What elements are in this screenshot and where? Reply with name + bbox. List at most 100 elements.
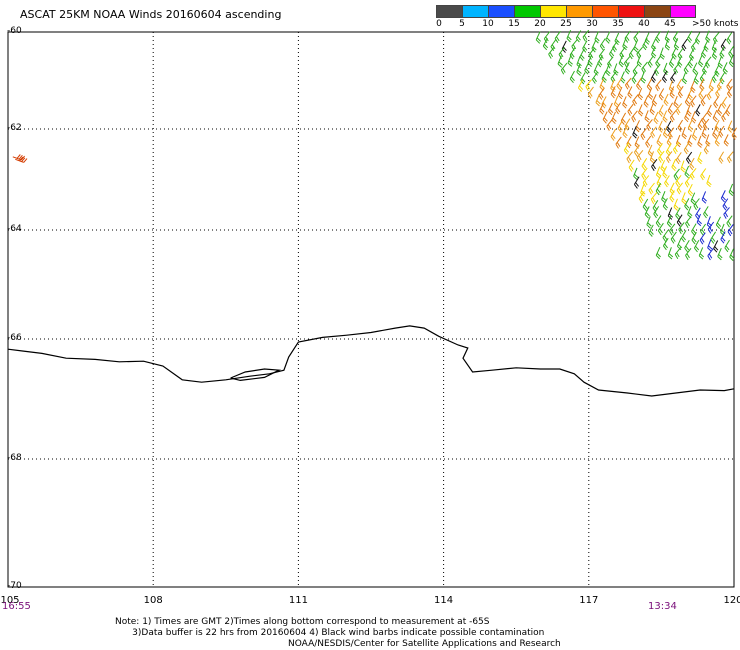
longitude-label: 111 <box>288 595 308 606</box>
wind-barb <box>554 30 561 43</box>
wind-barb <box>636 54 642 68</box>
wind-barb <box>651 159 658 171</box>
wind-barb <box>12 154 25 161</box>
wind-barb <box>594 31 600 44</box>
wind-barb <box>631 110 638 123</box>
wind-barb <box>662 198 668 211</box>
map-frame <box>7 31 735 588</box>
wind-barb <box>616 77 623 90</box>
wind-barb <box>601 70 607 83</box>
wind-barb <box>641 158 648 171</box>
wind-barb <box>686 104 692 117</box>
wind-barb <box>716 103 723 116</box>
wind-barb <box>602 111 608 124</box>
wind-barb <box>624 62 631 75</box>
longitude-label: 117 <box>579 595 599 606</box>
wind-barb <box>548 46 555 59</box>
wind-barb <box>711 70 718 83</box>
wind-barb <box>693 240 700 253</box>
wind-barb <box>666 215 673 228</box>
wind-barb <box>601 96 607 109</box>
wind-barb <box>610 128 617 141</box>
wind-barb <box>681 192 687 205</box>
wind-barb <box>591 71 599 84</box>
wind-barb <box>700 168 707 181</box>
wind-barb <box>650 70 657 83</box>
latitude-label: -62 <box>7 123 22 133</box>
wind-barb <box>605 31 611 44</box>
wind-barb <box>624 30 631 43</box>
legend-tick-label: 40 <box>638 19 650 29</box>
wind-barb <box>558 46 565 59</box>
wind-barb <box>703 39 709 52</box>
wind-barb <box>687 183 693 197</box>
wind-barb <box>543 31 551 44</box>
wind-barb <box>697 117 703 131</box>
wind-barb <box>535 31 541 44</box>
wind-barb <box>698 55 704 68</box>
wind-barb <box>550 38 557 51</box>
wind-barb <box>642 198 649 212</box>
wind-barb <box>628 159 635 172</box>
wind-barb <box>640 184 646 197</box>
wind-barb <box>706 104 713 117</box>
wind-speed-legend: 0 5 10 15 20 25 30 35 40 45 >50 knots <box>436 5 739 30</box>
wind-barb <box>681 71 688 85</box>
wind-barb <box>662 229 669 242</box>
wind-barb <box>671 158 677 172</box>
wind-barb <box>692 62 698 75</box>
wind-barb <box>718 151 725 164</box>
wind-barb <box>691 111 697 124</box>
wind-barb <box>626 151 633 164</box>
wind-barb <box>691 128 698 141</box>
wind-barb <box>599 102 605 115</box>
wind-barb <box>685 151 693 164</box>
wind-barb <box>712 109 718 123</box>
time-label-left: 16:55 <box>2 601 31 612</box>
wind-barb <box>626 136 632 149</box>
wind-barb <box>707 239 713 252</box>
wind-barb <box>632 126 638 139</box>
wind-barb <box>656 175 662 188</box>
wind-barb <box>576 63 582 76</box>
wind-barb <box>677 119 684 132</box>
wind-barb <box>658 150 665 163</box>
legend-swatch <box>644 5 670 18</box>
wind-barb <box>711 47 718 60</box>
wind-barb <box>701 191 707 204</box>
wind-barb <box>668 223 676 236</box>
notes: Note: 1) Times are GMT 2)Times along bot… <box>115 617 544 639</box>
wind-barb <box>662 166 668 179</box>
wind-barb <box>684 109 690 123</box>
wind-barb <box>712 126 718 139</box>
wind-barb <box>672 30 679 44</box>
wind-barb <box>598 87 605 100</box>
wind-barb <box>569 70 575 84</box>
legend-swatch <box>592 5 618 18</box>
wind-barb <box>597 55 603 68</box>
wind-barb <box>684 198 690 211</box>
wind-barb <box>646 78 653 91</box>
wind-barb <box>640 127 647 140</box>
wind-barb <box>714 119 720 133</box>
legend-swatch <box>488 5 514 18</box>
wind-barb <box>611 111 617 124</box>
latitude-label: -68 <box>7 453 22 463</box>
wind-barb <box>585 79 592 92</box>
wind-barb <box>674 246 682 259</box>
wind-barb <box>680 230 687 243</box>
wind-barb <box>653 111 659 125</box>
latitude-label: -70 <box>7 581 22 591</box>
wind-barb <box>726 32 733 45</box>
wind-barb <box>727 120 733 133</box>
wind-barb <box>610 86 616 99</box>
wind-barb <box>721 96 728 109</box>
legend-tick-label: 35 <box>612 19 624 29</box>
legend-tick-label: >50 knots <box>692 19 739 29</box>
wind-barb <box>726 215 733 228</box>
legend-swatch <box>618 5 644 18</box>
wind-barb <box>582 40 588 53</box>
wind-barb <box>689 157 695 171</box>
wind-barb <box>726 78 733 91</box>
